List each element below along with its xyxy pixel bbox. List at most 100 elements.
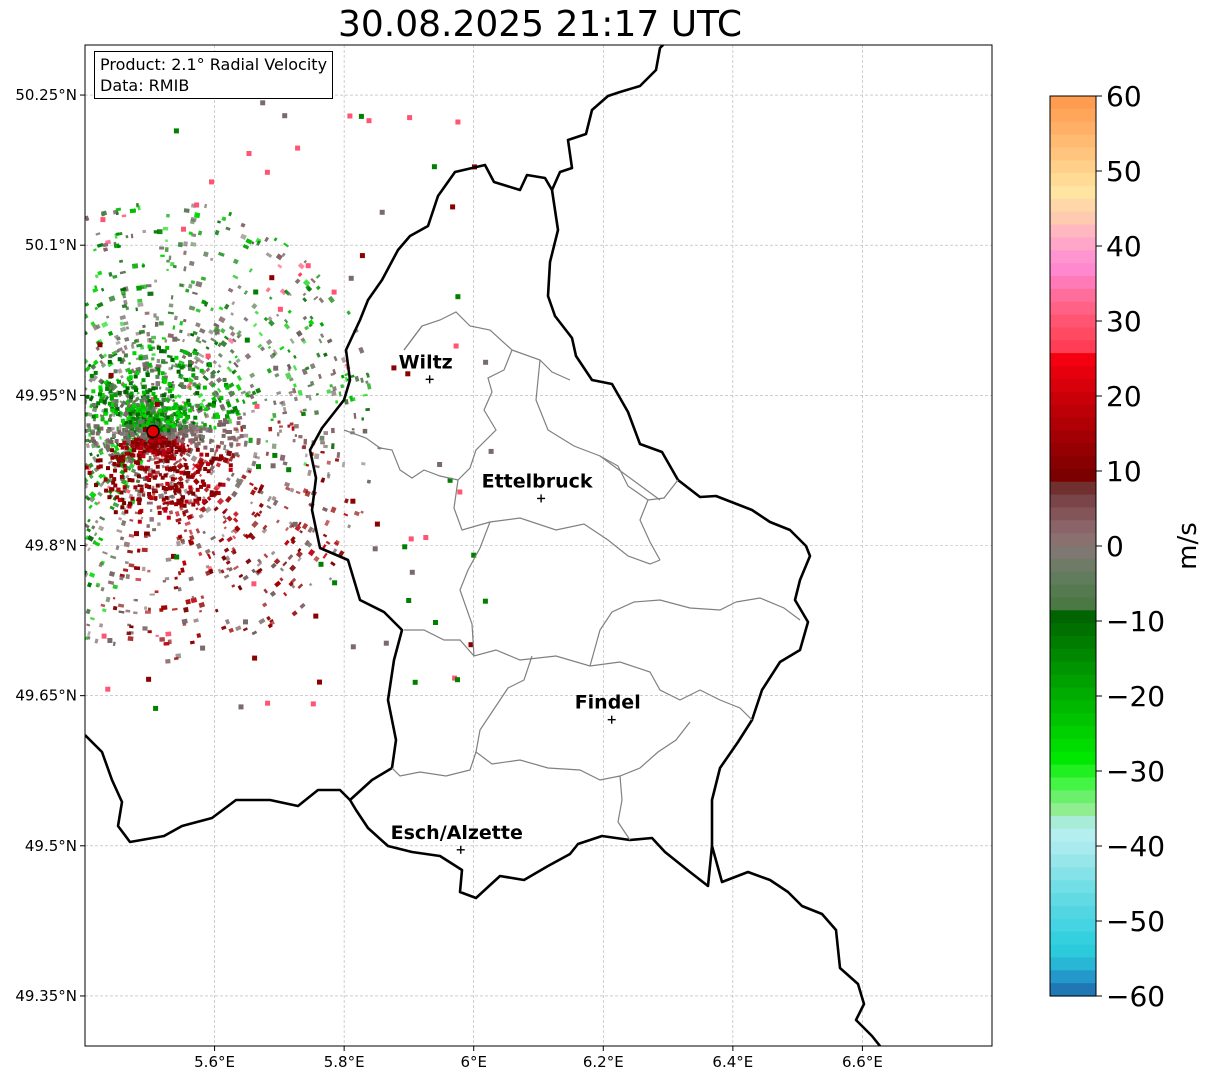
radar-echo-gate (185, 478, 191, 483)
radar-echo-gate (258, 502, 264, 509)
radar-echo-gate (128, 563, 135, 568)
radar-echo-gate (272, 349, 278, 356)
radar-echo-gate (202, 251, 209, 258)
radar-echo-gate (87, 547, 91, 552)
radar-echo-gate (226, 366, 233, 373)
radar-echo-gate (112, 431, 118, 435)
colorbar-band (1050, 237, 1096, 251)
radar-echo-gate (188, 305, 196, 311)
radar-echo-gate (255, 387, 262, 394)
radar-echo-gate (269, 353, 276, 359)
map-title: 30.08.2025 21:17 UTC (337, 4, 743, 45)
radar-echo-gate (198, 402, 205, 410)
radar-echo-gate (249, 393, 255, 400)
radar-echo-gate (204, 413, 210, 419)
radar-echo-gate (195, 339, 202, 344)
radar-echo-gate (99, 436, 102, 440)
radar-echo-gate (248, 437, 253, 444)
radar-echo-gate (361, 462, 366, 466)
radar-echo-gate (267, 316, 273, 322)
radar-echo-gate (198, 506, 206, 512)
radar-echo-gate (290, 539, 296, 545)
radar-echo-gate (228, 457, 234, 462)
radar-echo-gate (124, 488, 131, 494)
colorbar-band (1050, 456, 1096, 470)
radar-echo-gate (91, 406, 98, 413)
radar-echo-gate (125, 326, 130, 330)
colorbar-band (1050, 327, 1096, 341)
radar-echo-gate (137, 298, 143, 303)
radar-echo-gate (362, 393, 368, 397)
radar-echo-gate (118, 411, 124, 418)
colorbar-band (1050, 584, 1096, 599)
radar-echo-gate (327, 295, 335, 304)
radar-echo-gate (107, 361, 114, 368)
radar-echo-gate (151, 335, 156, 340)
radar-echo-gate (94, 501, 99, 506)
radar-echo-gate (243, 290, 249, 295)
radar-echo-gate (275, 519, 280, 524)
radar-echo-gate (269, 590, 277, 597)
radar-echo-gate (295, 490, 301, 495)
radar-echo-gate (211, 550, 216, 556)
colorbar-band (1050, 108, 1096, 123)
radar-echo-gate (138, 329, 146, 335)
radar-echo-gate (191, 233, 197, 238)
colorbar-band (1050, 623, 1096, 637)
radar-echo-gate (188, 576, 194, 582)
radar-echo-gate (305, 394, 309, 399)
colorbar-band (1050, 854, 1096, 869)
radar-echo-gate (186, 332, 191, 337)
radar-echo-gate (223, 303, 230, 310)
colorbar-tick-label: −40 (1106, 830, 1165, 863)
radar-echo-gate (293, 396, 298, 402)
colorbar-band (1050, 96, 1096, 110)
radar-echo-gate (152, 528, 157, 532)
colorbar-tick-label: 50 (1106, 155, 1142, 188)
radar-echo-gate (291, 387, 297, 394)
colorbar-band (1050, 841, 1096, 856)
radar-echo-gate (265, 338, 273, 346)
colorbar-band (1050, 713, 1096, 727)
radar-echo-gate (142, 354, 149, 361)
radar-echo-gate (92, 287, 99, 293)
radar-echo-gate (101, 608, 107, 613)
radar-echo-gate (116, 426, 119, 431)
radar-echo-gate (301, 522, 309, 530)
radar-echo-gate (125, 609, 131, 613)
colorbar-band (1050, 867, 1096, 881)
colorbar-band (1050, 366, 1096, 380)
radar-echo-gate (198, 609, 203, 613)
radar-echo-gate (198, 473, 203, 478)
colorbar-tick-label: −60 (1106, 980, 1165, 1013)
colorbar-band (1050, 893, 1096, 907)
radar-echo-gate (276, 432, 280, 437)
radar-echo-gate (231, 584, 236, 588)
radar-echo-gate (99, 515, 106, 521)
colorbar-band (1050, 160, 1096, 174)
radar-echo-gate (215, 462, 222, 468)
radar-echo-gate (90, 321, 96, 327)
radar-echo-gate (251, 630, 258, 636)
colorbar-band (1050, 687, 1096, 701)
radar-echo-gate (319, 435, 325, 441)
radar-echo-gate (208, 329, 214, 335)
colorbar-ticks: 60 50 40 30 20 10 0 −10 −20 −30 −40 −50 −60 (1096, 80, 1165, 1013)
radar-echo-gate (94, 638, 99, 644)
radar-echo-gate (136, 391, 140, 395)
radar-echo-gate (92, 248, 97, 252)
radar-echo-gate (137, 205, 141, 211)
radar-echo-gate (179, 329, 183, 334)
radar-echo-gate (283, 322, 291, 330)
radar-echo-gate (261, 527, 268, 534)
radar-echo-gate (257, 487, 263, 494)
radar-echo-gate (241, 474, 247, 480)
colorbar-band (1050, 121, 1096, 136)
radar-echo-gate (308, 582, 313, 587)
colorbar-band (1050, 571, 1096, 586)
radar-echo-gate (254, 310, 259, 315)
radar-echo-gate (171, 607, 178, 611)
colorbar-band (1050, 276, 1096, 290)
radar-echo-gate (297, 583, 304, 590)
